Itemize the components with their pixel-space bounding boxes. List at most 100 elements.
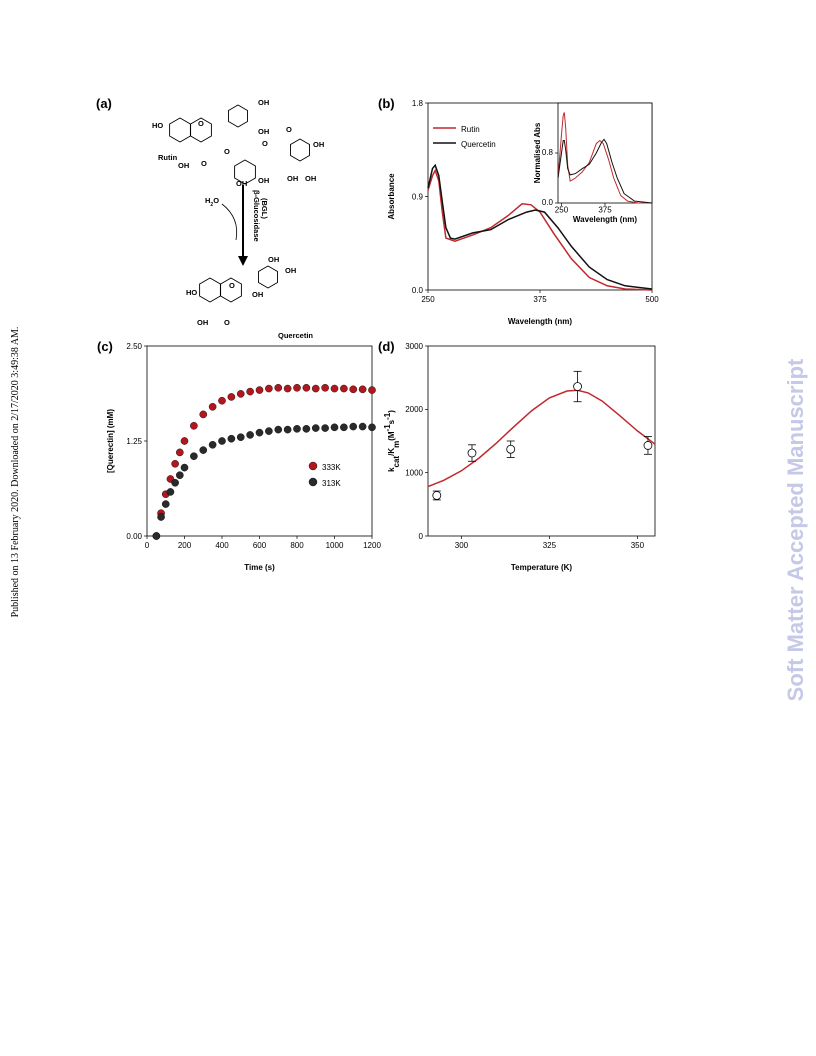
data-point	[190, 452, 198, 461]
y-tick-label: 0.8	[542, 148, 554, 157]
y-tick-label: 0.00	[126, 532, 142, 541]
data-point	[506, 444, 516, 454]
data-point	[199, 446, 208, 454]
data-point	[246, 431, 254, 439]
data-point	[157, 513, 165, 521]
y-label-part: cat	[392, 456, 401, 468]
data-point	[330, 423, 339, 432]
data-point	[180, 437, 189, 445]
spectrum-line	[557, 112, 652, 204]
chem-label: OH	[287, 174, 298, 183]
x-tick-label: 1200	[363, 541, 381, 550]
scheme: (a) H2O β-Glucosidase (BGL) HO OOHOHRutin…	[96, 96, 324, 340]
y-label-part: s	[387, 419, 396, 424]
x-tick-label: 400	[215, 541, 229, 550]
y-tick-label: 0.0	[412, 286, 424, 295]
data-point	[166, 488, 175, 496]
y-label-part: /K	[387, 448, 396, 456]
chem-label: O	[262, 139, 268, 148]
chem-label: OH	[197, 318, 208, 327]
y-axis-label: kcat/Km(M-1s-1)	[383, 410, 401, 472]
data-point	[274, 425, 283, 434]
water-arrow	[221, 203, 238, 241]
data-point	[311, 384, 320, 393]
y-label-part: )	[387, 410, 396, 413]
ring	[190, 117, 212, 143]
chem-label: Rutin	[158, 153, 178, 162]
data-point	[218, 396, 226, 405]
legend-label: Rutin	[461, 125, 480, 134]
x-axis-label: Wavelength (nm)	[508, 317, 572, 326]
ring	[169, 117, 191, 143]
ring	[220, 277, 242, 303]
y-label-part: -1	[383, 412, 392, 420]
x-axis-label: Temperature (K)	[511, 563, 573, 572]
chem-label: O	[224, 318, 230, 327]
data-point	[227, 434, 236, 443]
legend-label: 333K	[322, 463, 341, 472]
data-point	[176, 448, 184, 457]
data-point	[265, 427, 273, 435]
data-point	[190, 421, 198, 430]
x-tick-label: 600	[253, 541, 267, 550]
data-point	[330, 384, 339, 393]
data-point	[321, 383, 329, 392]
chem-label: O	[198, 119, 204, 128]
data-point	[321, 424, 329, 432]
x-tick-label: 800	[290, 541, 304, 550]
data-point	[176, 471, 184, 480]
data-point	[236, 433, 245, 442]
data-point	[368, 386, 376, 394]
data-point	[255, 428, 264, 437]
panel-label: (a)	[96, 96, 112, 111]
y-label-part: m	[392, 441, 401, 448]
data-point	[180, 463, 189, 472]
chem-label: OH	[313, 140, 324, 149]
data-point	[227, 393, 236, 401]
chem-label: O	[224, 147, 230, 156]
data-point	[255, 386, 264, 394]
chem-label: OH	[305, 174, 316, 183]
data-point	[199, 410, 208, 419]
data-point	[340, 384, 348, 393]
y-tick-label: 0.9	[412, 192, 424, 201]
y-label-part: (M	[387, 431, 396, 441]
x-tick-label: 250	[555, 206, 569, 215]
panel-label: (c)	[97, 339, 113, 354]
spectrum-line	[427, 163, 653, 290]
side-note: Published on 13 February 2020. Downloade…	[10, 327, 21, 618]
data-point	[311, 424, 320, 432]
x-tick-label: 350	[631, 541, 645, 550]
data-point	[349, 422, 358, 431]
chem-label: O	[229, 281, 235, 290]
x-tick-label: 250	[421, 295, 435, 304]
chem-label: OH	[252, 290, 263, 299]
chem-label: OH	[236, 179, 247, 188]
y-axis-label: Absorbance	[387, 173, 396, 220]
inset-bg	[558, 103, 652, 203]
y-tick-label: 1.8	[412, 99, 424, 108]
ring	[258, 265, 278, 289]
enzyme: β-Glucosidase	[252, 190, 261, 242]
data-point	[246, 387, 254, 396]
ring	[199, 277, 221, 303]
chem-label: OH	[258, 176, 269, 185]
chem-label: OH	[285, 266, 296, 275]
chem-label: HO	[186, 288, 197, 297]
data-point	[643, 441, 653, 450]
enzyme-abbr: (BGL)	[260, 198, 269, 219]
x-tick-label: 325	[543, 541, 557, 550]
data-point	[218, 437, 226, 445]
arrow-head	[238, 256, 248, 266]
data-point	[208, 402, 217, 411]
y-tick-label: 1.25	[126, 437, 142, 446]
data-point	[368, 423, 376, 432]
chem-label: HO	[152, 121, 163, 130]
fit-line	[427, 389, 656, 488]
data-point	[283, 425, 292, 434]
chem-label: O	[286, 125, 292, 134]
ring	[234, 159, 256, 185]
data-point	[349, 385, 358, 394]
plot-frame	[427, 345, 656, 537]
